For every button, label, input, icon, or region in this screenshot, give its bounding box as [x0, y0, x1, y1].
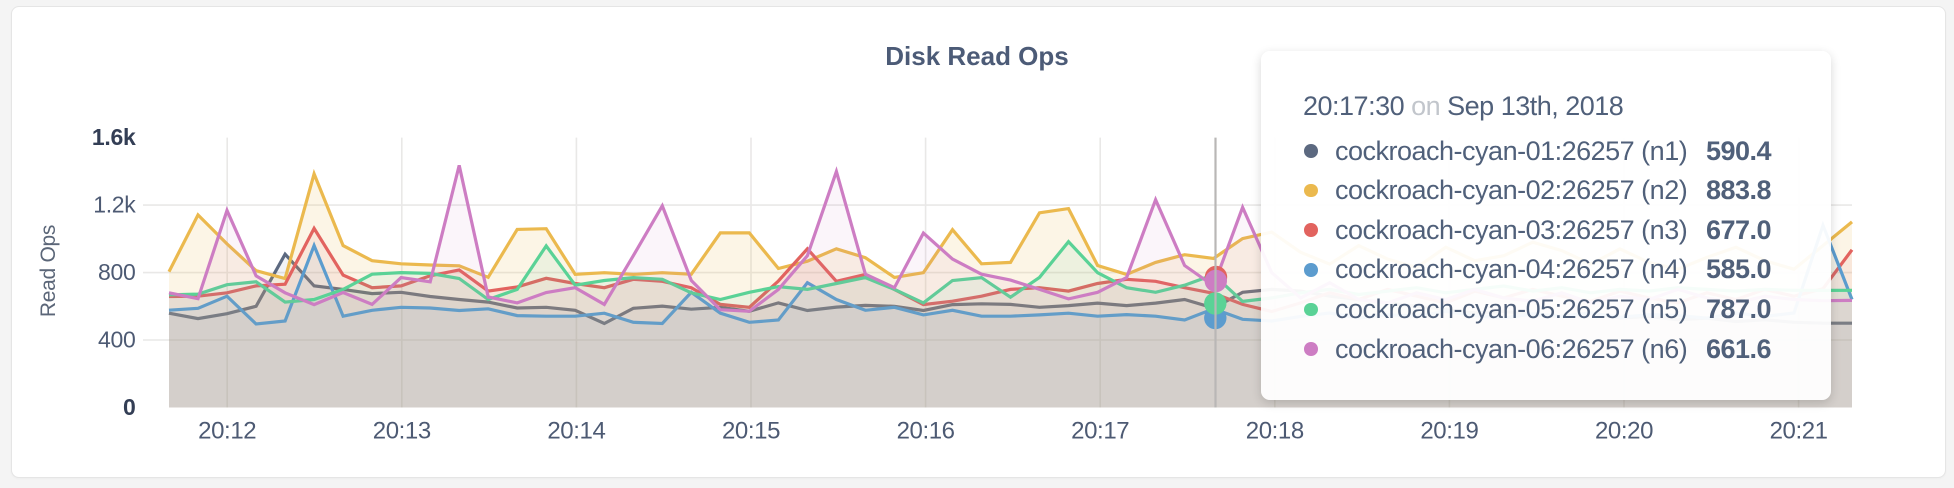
svg-text:Read Ops: Read Ops	[37, 225, 60, 317]
svg-text:800: 800	[98, 259, 135, 285]
svg-text:0: 0	[123, 394, 136, 420]
svg-text:20:17: 20:17	[1071, 418, 1129, 445]
svg-text:400: 400	[98, 327, 135, 353]
svg-text:20:16: 20:16	[897, 418, 955, 445]
svg-text:20:14: 20:14	[547, 418, 605, 445]
svg-text:1.2k: 1.2k	[93, 192, 136, 218]
svg-text:20:13: 20:13	[373, 418, 431, 445]
svg-text:20:18: 20:18	[1246, 418, 1304, 445]
svg-text:20:15: 20:15	[722, 418, 780, 445]
svg-text:20:20: 20:20	[1595, 418, 1653, 445]
svg-text:1.6k: 1.6k	[92, 124, 136, 150]
svg-text:20:21: 20:21	[1770, 418, 1828, 445]
svg-text:20:12: 20:12	[198, 418, 256, 445]
svg-text:20:19: 20:19	[1420, 418, 1478, 445]
